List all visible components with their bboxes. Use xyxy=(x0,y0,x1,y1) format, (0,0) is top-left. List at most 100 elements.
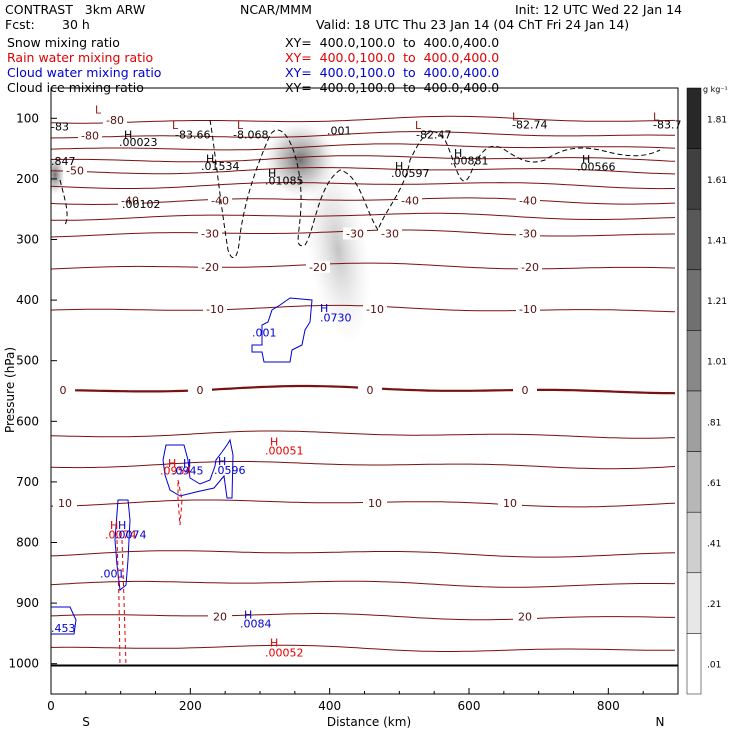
contour-label-bg xyxy=(398,194,422,207)
extremum-label: H xyxy=(395,160,403,173)
extremum-label: L xyxy=(95,103,102,116)
y-tick-label: 900 xyxy=(16,596,39,610)
contour-label-bg xyxy=(118,194,142,207)
extremum-label: H xyxy=(268,167,276,180)
direction-south: S xyxy=(82,715,90,729)
colorbar-segment xyxy=(686,633,702,695)
temperature-contour-line xyxy=(51,197,676,206)
contour-label-bg xyxy=(378,227,402,240)
y-tick-label: 400 xyxy=(16,293,39,307)
extremum-label: H xyxy=(110,519,118,532)
colorbar-label: 1.61 xyxy=(707,176,727,186)
temperature-contour-line xyxy=(51,550,676,558)
cloud-water-contour-upper xyxy=(251,297,313,363)
extremum-label: .0730 xyxy=(320,311,352,324)
extremum-label: H xyxy=(183,457,191,470)
x-tick-label: 600 xyxy=(458,699,481,713)
temperature-contour-line xyxy=(51,143,676,151)
x-tick-label: 200 xyxy=(179,699,202,713)
y-tick-label: 200 xyxy=(16,172,39,186)
colorbar: 1.81 1.61 1.41 1.21 1.01 .81 .61 .41 .21 .01 g kg⁻… xyxy=(686,85,728,695)
extremum-label: -8.068 xyxy=(233,128,268,141)
extremum-label: .001 xyxy=(252,326,277,339)
extremum-label: H xyxy=(118,519,126,532)
contour-label-bg xyxy=(516,227,540,240)
cloud-ice-contour xyxy=(209,119,661,259)
colorbar-label: 1.21 xyxy=(707,297,727,307)
extremum-label: .847 xyxy=(51,155,76,168)
temperature-contour-line xyxy=(51,115,676,124)
cloud-ice-contour-left xyxy=(59,179,68,226)
extremum-label: H xyxy=(168,457,176,470)
temperature-contour-label: 10 xyxy=(503,497,517,510)
contour-label-bg xyxy=(358,383,382,396)
temperature-contour-line xyxy=(51,262,676,270)
colorbar-label: .21 xyxy=(707,600,721,610)
colorbar-segment xyxy=(686,148,702,210)
temperature-contour-line xyxy=(51,212,676,221)
contour-label-bg xyxy=(103,114,127,127)
temperature-contour-line xyxy=(51,430,676,439)
field-xy-rain: XY= 400.0,100.0 to 400.0,400.0 xyxy=(285,50,500,65)
colorbar-unit: g kg⁻¹ xyxy=(703,85,728,94)
extremum-label: H xyxy=(244,608,252,621)
model-title: CONTRAST 3km ARW xyxy=(5,2,146,17)
field-xy-snow: XY= 400.0,100.0 to 400.0,400.0 xyxy=(285,35,500,50)
init-time: Init: 12 UTC Wed 22 Jan 14 xyxy=(515,2,683,17)
y-tick-label: 500 xyxy=(16,354,39,368)
y-tick-label: 700 xyxy=(16,475,39,489)
extremum-label: H xyxy=(218,455,226,468)
temperature-contour-label: 10 xyxy=(58,497,72,510)
temperature-contour-label: -10 xyxy=(519,303,537,316)
snow-plume xyxy=(305,155,371,345)
colorbar-label: .81 xyxy=(707,418,721,428)
x-axis-title: Distance (km) xyxy=(327,715,411,729)
x-tick-label: 0 xyxy=(47,699,55,713)
colorbar-segment xyxy=(686,511,702,574)
y-axis-title: Pressure (hPa) xyxy=(3,347,17,433)
temperature-contour-label: -30 xyxy=(346,227,364,240)
temperature-contour-label: 10 xyxy=(368,497,382,510)
extremum-label: .0084 xyxy=(240,617,272,630)
snow-shading xyxy=(51,122,371,345)
extremum-label: H xyxy=(206,153,214,166)
extremum-label: .01085 xyxy=(265,174,304,187)
contour-label-bg xyxy=(63,164,87,177)
temperature-contour-label: -30 xyxy=(519,227,537,240)
temperature-contour-label: -50 xyxy=(66,164,84,177)
extremum-label: .001 xyxy=(100,568,125,581)
extremum-label: .00566 xyxy=(577,160,616,173)
contour-label-bg xyxy=(306,260,330,273)
temperature-contour-label: 0 xyxy=(197,384,204,397)
contour-label-bg xyxy=(53,497,77,510)
contour-label-bg xyxy=(516,303,540,316)
extremum-label: .0596 xyxy=(214,464,246,477)
extremum-label: .00051 xyxy=(265,445,304,458)
hydrometeor-contours xyxy=(51,119,661,667)
extremum-label: H xyxy=(454,147,462,160)
temperature-contour-line xyxy=(51,182,675,190)
forecast-label: Fcst: xyxy=(5,17,35,32)
valid-time: Valid: 18 UTC Thu 23 Jan 14 (04 ChT Fri … xyxy=(316,17,630,32)
temperature-contour-label: 20 xyxy=(518,610,532,623)
colorbar-segment xyxy=(686,390,702,452)
rain-contour-low xyxy=(116,539,127,667)
temperature-contour-label: 0 xyxy=(522,384,529,397)
temperature-contour-label: 20 xyxy=(213,610,227,623)
contour-label-bg xyxy=(198,227,222,240)
field-xy-cloud-water: XY= 400.0,100.0 to 400.0,400.0 xyxy=(285,65,500,80)
contour-label-bg xyxy=(516,194,540,207)
x-tick-label: 400 xyxy=(318,699,341,713)
field-name-cloud-water: Cloud water mixing ratio xyxy=(7,65,162,80)
temperature-contour-label: -80 xyxy=(81,129,99,142)
temperature-contour-label: -20 xyxy=(309,261,327,274)
colorbar-label: .41 xyxy=(707,540,721,550)
colorbar-segment xyxy=(686,269,702,331)
rain-contour-mid xyxy=(177,479,183,526)
temperature-contours: -80 -80 -50 -40 -40 -40 -40 -30 -30 -30 -30 -20 -20 -… xyxy=(51,114,678,667)
colorbar-segment xyxy=(686,451,702,513)
contour-label-bg xyxy=(78,129,102,142)
extremum-label: .00597 xyxy=(391,167,430,180)
temperature-contour-line xyxy=(51,580,675,588)
